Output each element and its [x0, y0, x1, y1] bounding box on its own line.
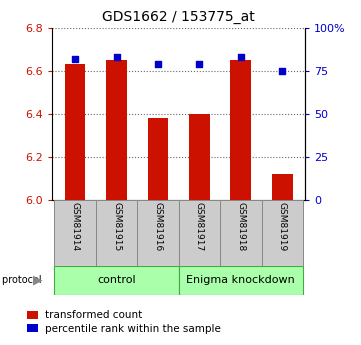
Point [72, 56, 78, 61]
Title: GDS1662 / 153775_at: GDS1662 / 153775_at [102, 10, 255, 24]
Bar [189, 114, 210, 200]
Text: GSM81914: GSM81914 [71, 202, 80, 251]
Point [155, 61, 161, 67]
Bar [137, 200, 179, 266]
Text: transformed count: transformed count [45, 310, 142, 320]
Bar [55, 266, 179, 295]
Point [238, 54, 244, 60]
Bar [148, 118, 168, 200]
Text: Enigma knockdown: Enigma knockdown [187, 275, 295, 285]
Bar [220, 200, 262, 266]
Text: ▶: ▶ [33, 274, 43, 287]
Bar [27, 324, 38, 333]
Bar [262, 200, 303, 266]
Text: protocol: protocol [2, 275, 44, 285]
Bar [272, 174, 293, 200]
Text: GSM81915: GSM81915 [112, 202, 121, 251]
Bar [65, 64, 86, 200]
Bar [55, 200, 96, 266]
Bar [27, 311, 38, 319]
Text: GSM81918: GSM81918 [236, 202, 245, 251]
Point [114, 54, 119, 60]
Point [279, 68, 285, 73]
Text: GSM81916: GSM81916 [153, 202, 162, 251]
Text: GSM81917: GSM81917 [195, 202, 204, 251]
Point [196, 61, 202, 67]
Text: GSM81919: GSM81919 [278, 202, 287, 251]
Bar [230, 60, 251, 200]
Bar [106, 60, 127, 200]
Text: control: control [97, 275, 136, 285]
Bar [179, 266, 303, 295]
Text: percentile rank within the sample: percentile rank within the sample [45, 324, 221, 334]
Bar [179, 200, 220, 266]
Bar [96, 200, 137, 266]
